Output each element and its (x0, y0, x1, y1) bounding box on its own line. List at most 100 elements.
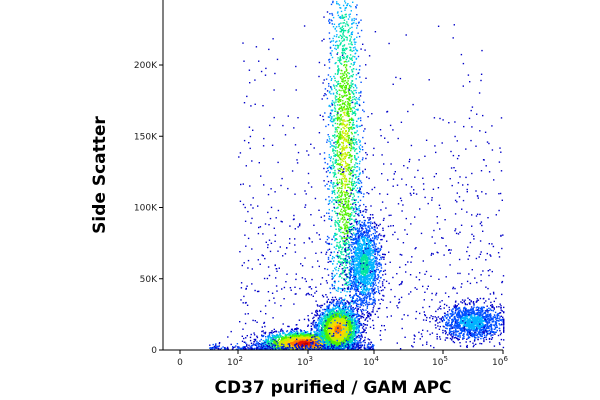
event-dot (294, 334, 297, 336)
event-dot (354, 326, 356, 328)
event-dot (291, 338, 293, 340)
event-dot (380, 339, 382, 341)
event-dot (313, 340, 315, 343)
event-dot (356, 316, 358, 319)
event-dot (265, 347, 267, 349)
event-dot (287, 336, 290, 338)
event-dot (302, 347, 305, 349)
event-dot (344, 328, 346, 330)
event-dot (352, 333, 354, 335)
event-dot (356, 336, 359, 338)
event-dot (354, 341, 356, 343)
event-dot (351, 343, 354, 345)
event-dot (296, 327, 298, 329)
event-dot (344, 341, 346, 344)
event-dot (260, 338, 262, 341)
event-dot (352, 319, 354, 322)
event-dot (363, 329, 365, 332)
event-dot (327, 344, 330, 347)
event-dot (319, 320, 321, 322)
event-dot (257, 343, 259, 345)
event-dot (316, 323, 318, 326)
event-dot (364, 339, 366, 341)
event-dot (341, 337, 343, 339)
event-dot (279, 332, 281, 335)
event-dot (340, 317, 342, 320)
event-dot (285, 340, 287, 342)
event-dot (326, 336, 329, 338)
event-dot (343, 345, 345, 347)
event-dot (285, 336, 287, 338)
event-dot (281, 345, 283, 347)
event-dot (338, 329, 340, 331)
event-dot (302, 342, 304, 344)
event-dot (297, 335, 300, 337)
event-dot (327, 311, 329, 314)
event-dot (335, 304, 338, 306)
event-dot (352, 328, 355, 330)
event-dot (313, 342, 315, 344)
event-dot (330, 310, 333, 313)
event-dot (324, 342, 326, 344)
event-dot (351, 336, 353, 339)
event-dot (317, 319, 319, 321)
event-dot (348, 347, 350, 350)
event-dot (318, 321, 320, 323)
event-dot (344, 338, 347, 341)
event-dot (341, 342, 344, 344)
event-dot (314, 342, 317, 344)
event-dot (303, 334, 306, 336)
event-dot (272, 343, 274, 345)
event-dot (311, 344, 314, 347)
event-dot (349, 321, 351, 324)
event-dot (284, 337, 286, 339)
event-dot (320, 322, 323, 324)
event-dot (325, 339, 328, 341)
event-dot (359, 332, 362, 334)
event-dot (241, 340, 244, 342)
event-dot (316, 339, 318, 341)
event-dot (359, 324, 361, 326)
event-dot (275, 335, 278, 337)
event-dot (249, 336, 252, 339)
event-dot (342, 340, 344, 342)
event-dot (338, 301, 340, 303)
event-dot (335, 298, 338, 300)
event-dot (348, 303, 350, 305)
event-dot (258, 348, 260, 350)
event-dot (328, 323, 330, 325)
event-dot (340, 297, 343, 299)
event-dot (322, 337, 324, 339)
event-dot (280, 341, 282, 344)
event-dot (360, 331, 363, 334)
event-dot (293, 333, 295, 336)
event-dot (350, 305, 352, 307)
event-dot (276, 333, 278, 336)
event-dot (314, 341, 316, 343)
event-dot (307, 336, 309, 338)
event-dot (336, 306, 338, 309)
event-dot (292, 329, 294, 332)
event-dot (326, 307, 328, 309)
event-dot (348, 318, 351, 320)
event-dot (275, 337, 277, 339)
event-dot (358, 346, 360, 349)
event-dot (293, 343, 296, 345)
event-dot (326, 316, 328, 318)
event-dot (315, 310, 317, 312)
event-dot (327, 337, 330, 340)
event-dot (355, 334, 357, 336)
event-dot (328, 305, 330, 307)
event-dot (253, 334, 256, 336)
event-dot (284, 339, 286, 341)
event-dot (316, 325, 318, 328)
event-dot (344, 342, 346, 345)
event-dot (338, 343, 340, 346)
event-dot (333, 342, 335, 345)
event-dot (271, 341, 274, 343)
event-dot (277, 335, 280, 337)
event-dot (264, 331, 267, 334)
event-dot (314, 336, 316, 338)
event-dot (293, 334, 295, 337)
event-dot (243, 337, 245, 340)
